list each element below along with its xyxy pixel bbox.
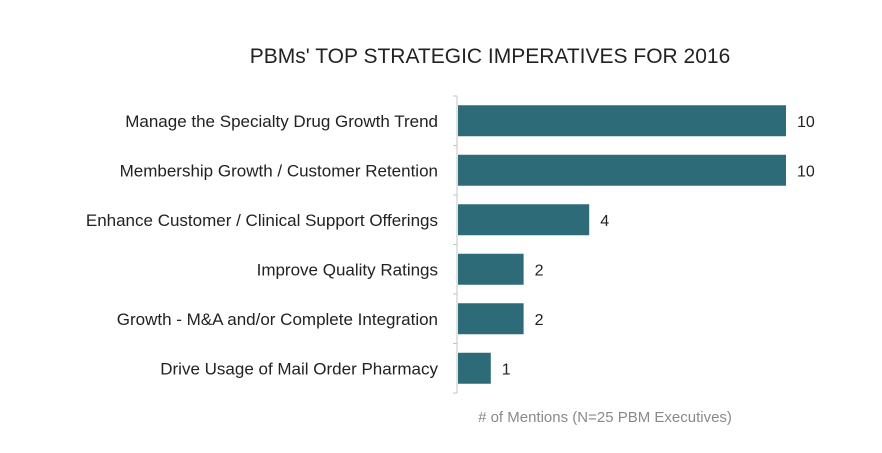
category-label: Enhance Customer / Clinical Support Offe…	[86, 211, 438, 230]
category-label: Manage the Specialty Drug Growth Trend	[125, 112, 438, 131]
chart-title: PBMs' TOP STRATEGIC IMPERATIVES FOR 2016	[250, 45, 731, 68]
bar	[458, 204, 590, 236]
x-axis-label: # of Mentions (N=25 PBM Executives)	[478, 409, 732, 426]
value-label: 10	[797, 114, 815, 131]
bar	[458, 303, 524, 335]
bar	[458, 253, 524, 285]
category-label: Improve Quality Ratings	[257, 260, 438, 279]
value-label: 2	[535, 312, 544, 329]
category-labels: Manage the Specialty Drug Growth Trend Me…	[86, 112, 439, 379]
value-label: 4	[600, 213, 609, 230]
bar	[458, 352, 491, 384]
value-label: 2	[535, 262, 544, 279]
bar	[458, 105, 786, 137]
bar-series	[458, 105, 786, 384]
value-label: 10	[797, 163, 815, 180]
value-label: 1	[502, 361, 511, 378]
category-label: Growth - M&A and/or Complete Integration	[117, 310, 438, 329]
y-axis-ticks	[453, 95, 457, 394]
category-label: Drive Usage of Mail Order Pharmacy	[160, 359, 438, 378]
value-labels: 10 10 4 2 2 1	[502, 114, 815, 379]
bar	[458, 154, 786, 186]
category-label: Membership Growth / Customer Retention	[120, 161, 438, 180]
